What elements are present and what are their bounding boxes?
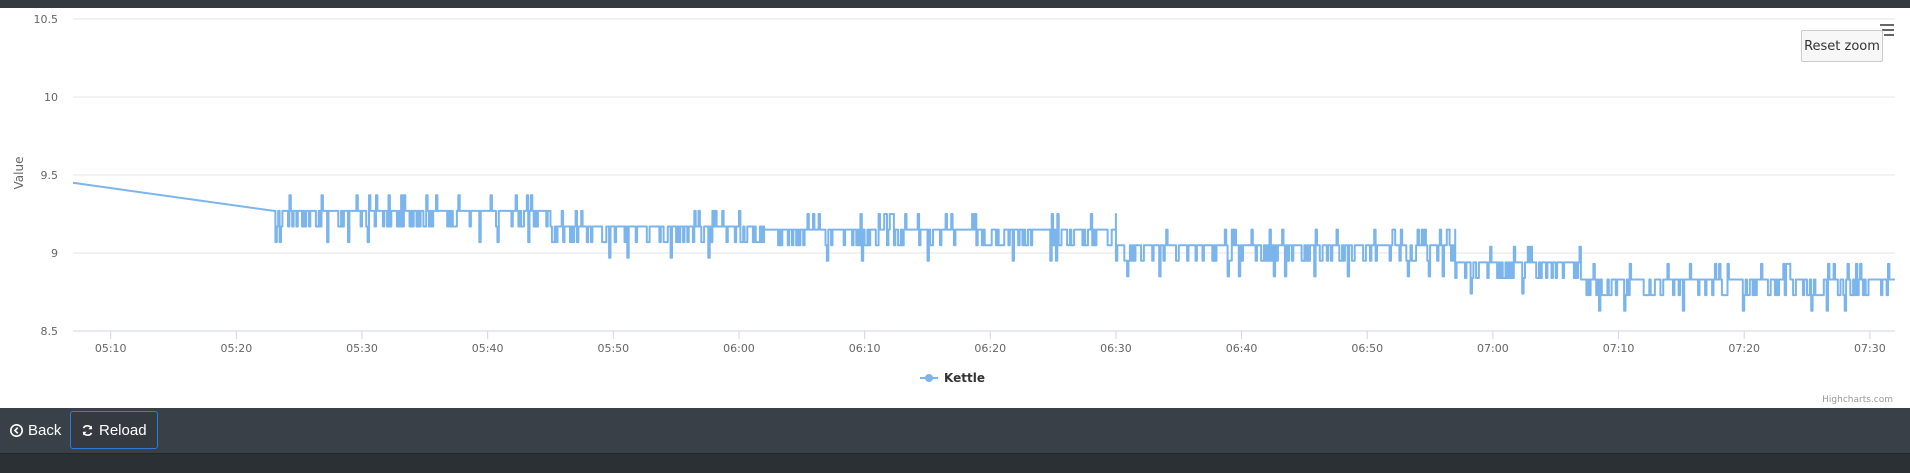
x-tick-label: 07:10 [1603,342,1635,355]
x-tick-label: 07:30 [1854,342,1886,355]
chart-panel: 8.5 9 9.5 10 10.5 05:10 05:20 05:30 05:40 05:50 06… [0,8,1910,408]
chart-svg: 8.5 9 9.5 10 10.5 05:10 05:20 05:30 05:40 05:50 06… [12,13,1895,355]
bottom-toolbar: Back Reload [0,408,1910,453]
x-tick-label: 05:30 [346,342,378,355]
y-axis-title: Value [12,157,26,190]
series-layer [72,181,1895,312]
legend-item-kettle[interactable]: Kettle [920,371,985,385]
y-tick-label: 9.5 [41,169,59,182]
x-tick-label: 05:40 [472,342,504,355]
grid-layer [73,18,1895,332]
y-tick-label: 10.5 [34,13,59,26]
x-tick-label: 06:30 [1100,342,1132,355]
bottom-strip [0,453,1910,473]
axis-layer: 8.5 9 9.5 10 10.5 05:10 05:20 05:30 05:40 05:50 06… [12,13,1895,355]
back-button[interactable]: Back [0,411,71,449]
chart-menu-icon[interactable] [1876,24,1894,40]
x-tick-label: 07:00 [1477,342,1509,355]
y-tick-label: 10 [44,91,58,104]
x-tick-label: 06:40 [1226,342,1258,355]
reset-zoom-button[interactable]: Reset zoom [1801,30,1883,62]
reload-label: Reload [99,421,147,439]
legend-label: Kettle [944,371,985,385]
x-tick-label: 05:50 [597,342,629,355]
x-tick-label: 07:20 [1728,342,1760,355]
x-tick-label: 05:20 [221,342,253,355]
circle-arrow-left-icon [10,423,23,437]
reload-button[interactable]: Reload [70,411,158,449]
x-tick-label: 06:20 [974,342,1006,355]
y-tick-label: 8.5 [41,325,59,338]
chart-credits[interactable]: Highcharts.com [1822,395,1893,405]
refresh-icon [82,424,93,436]
back-label: Back [28,421,62,439]
x-tick-label: 06:00 [723,342,755,355]
legend-line-marker-icon [920,373,938,383]
x-tick-label: 06:10 [849,342,881,355]
x-tick-label: 05:10 [95,342,127,355]
y-tick-label: 9 [51,247,58,260]
x-tick-label: 06:50 [1351,342,1383,355]
series-kettle-line[interactable] [72,181,1895,312]
top-strip [0,0,1910,8]
